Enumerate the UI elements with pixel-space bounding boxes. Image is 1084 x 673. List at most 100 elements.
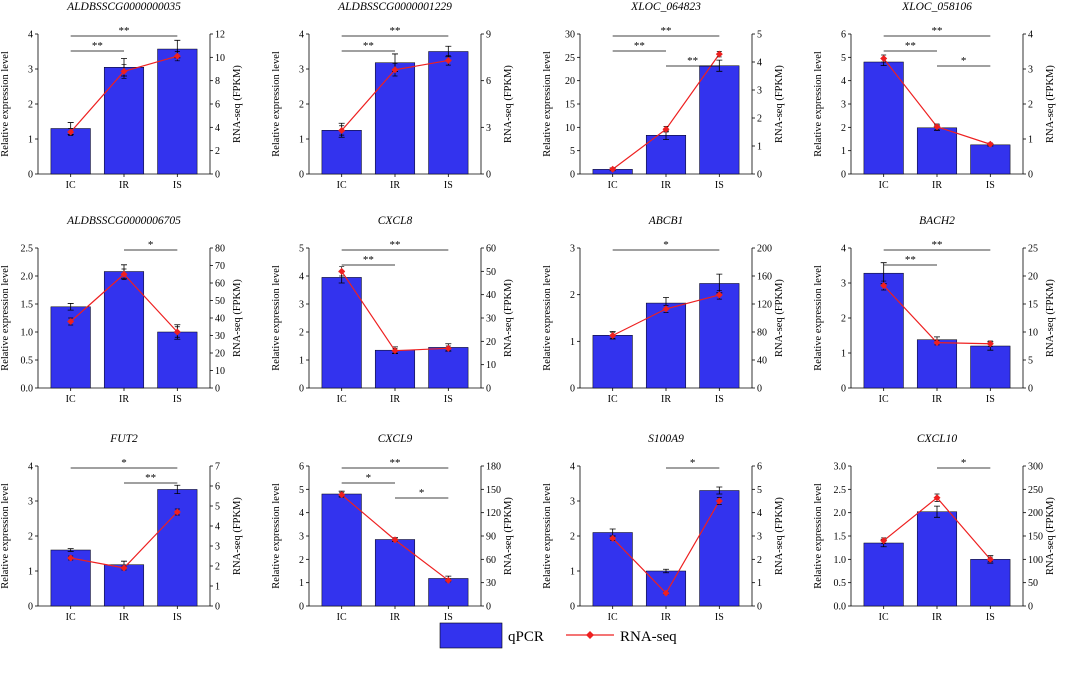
y-tick-label: 4 xyxy=(299,272,304,283)
chart-title: XLOC_064823 xyxy=(630,1,701,13)
significance-label: ** xyxy=(390,25,401,37)
y-tick-label: 2 xyxy=(841,314,846,325)
y-tick-label: 5 xyxy=(841,53,846,64)
y2-tick-label: 1 xyxy=(757,578,762,589)
y-tick-label: 6 xyxy=(841,30,846,41)
y2-axis-label: RNA-seq (FPKM) xyxy=(774,279,785,357)
y-tick-label: 25 xyxy=(565,53,575,64)
y-tick-label: 3.0 xyxy=(834,462,847,473)
y2-tick-label: 120 xyxy=(486,508,501,519)
y2-tick-label: 3 xyxy=(757,86,762,97)
y2-tick-label: 6 xyxy=(486,76,491,87)
significance-label: * xyxy=(121,457,127,469)
y2-tick-label: 5 xyxy=(215,502,220,513)
bar-error xyxy=(716,486,723,495)
legend: qPCR RNA-seq xyxy=(439,622,677,649)
chart-ABCB1: ABCB1 0 1 2 3 0 40 80 120 160 200 Relative expressi… xyxy=(542,215,785,405)
y2-tick-label: 4 xyxy=(1028,30,1033,41)
significance-label: ** xyxy=(145,472,156,484)
y2-tick-label: 5 xyxy=(757,30,762,41)
y2-tick-label: 2 xyxy=(757,555,762,566)
chart-BACH2: BACH2 0 1 2 3 4 0 5 10 15 20 25 Relative expression … xyxy=(813,215,1056,405)
x-tick-label: IC xyxy=(608,394,618,405)
significance-label: ** xyxy=(634,40,645,52)
bar-IC xyxy=(592,532,633,607)
x-tick-label: IC xyxy=(337,180,347,191)
y2-axis-label: RNA-seq (FPKM) xyxy=(774,65,785,143)
y-tick-label: 1 xyxy=(28,567,33,578)
y-tick-label: 20 xyxy=(565,76,575,87)
bar-error xyxy=(67,303,74,311)
chart-CXCL10: CXCL10 0.0 0.5 1.0 1.5 2.0 2.5 3.0 0 50 100 150 200 2… xyxy=(813,433,1056,623)
x-tick-label: IR xyxy=(661,612,671,623)
y-tick-label: 1 xyxy=(299,578,304,589)
significance-label: * xyxy=(663,239,669,251)
chart-title: CXCL10 xyxy=(917,433,958,445)
rnaseq-point-IR xyxy=(120,564,128,572)
y-tick-label: 4 xyxy=(299,508,304,519)
rnaseq-point-IS xyxy=(715,291,723,299)
bar-IR xyxy=(374,62,416,175)
y2-tick-label: 200 xyxy=(757,244,772,255)
y-tick-label: 10 xyxy=(565,123,575,134)
y2-tick-label: 90 xyxy=(486,532,496,543)
y-axis-label: Relative expression level xyxy=(0,51,11,157)
significance-label: ** xyxy=(905,40,916,52)
y-tick-label: 4 xyxy=(841,76,846,87)
y2-tick-label: 70 xyxy=(215,261,225,272)
y-tick-label: 0 xyxy=(299,170,304,181)
chart-title: ALDBSSCG0000001229 xyxy=(337,1,452,13)
rnaseq-point-IC xyxy=(609,332,617,339)
y2-tick-label: 6 xyxy=(215,100,220,111)
y-axis-label: Relative expression level xyxy=(271,483,282,589)
chart-ALDBSSCG0000001229: ALDBSSCG0000001229 0 1 2 3 4 0 3 6 9 Relative expr… xyxy=(271,1,514,191)
rnaseq-point-IC xyxy=(338,491,346,499)
y2-axis-label: RNA-seq (FPKM) xyxy=(503,279,514,357)
rnaseq-point-IC xyxy=(338,267,346,275)
x-tick-label: IS xyxy=(715,394,724,405)
significance-label: * xyxy=(148,239,154,251)
significance-label: ** xyxy=(92,40,103,52)
y2-tick-label: 60 xyxy=(486,555,496,566)
bar-IC xyxy=(321,277,362,389)
y2-axis-label: RNA-seq (FPKM) xyxy=(232,497,243,575)
y-tick-label: 0 xyxy=(299,384,304,395)
chart-S100A9: S100A9 0 1 2 3 4 0 1 2 3 4 5 6 Relative expression le… xyxy=(542,433,785,623)
significance-label: * xyxy=(419,487,425,499)
y2-tick-label: 60 xyxy=(486,244,496,255)
x-tick-label: IC xyxy=(608,612,618,623)
legend-qpcr-label: qPCR xyxy=(508,629,544,645)
y-tick-label: 1 xyxy=(570,337,575,348)
y-tick-label: 0 xyxy=(570,602,575,613)
rnaseq-point-IR xyxy=(120,67,128,75)
significance-label: * xyxy=(690,457,696,469)
y-tick-label: 1 xyxy=(299,356,304,367)
y-tick-label: 0 xyxy=(841,170,846,181)
y-tick-label: 2 xyxy=(28,532,33,543)
x-tick-label: IR xyxy=(932,612,942,623)
y-tick-label: 2 xyxy=(28,100,33,111)
rnaseq-point-IR xyxy=(662,589,670,597)
y2-tick-label: 0 xyxy=(215,384,220,395)
rnaseq-point-IS xyxy=(986,340,994,348)
bar-IC xyxy=(863,542,904,607)
y2-tick-label: 200 xyxy=(1028,508,1043,519)
bar-IR xyxy=(374,349,416,389)
bar-IS xyxy=(699,490,740,607)
chart-title: ALDBSSCG0000006705 xyxy=(66,215,181,227)
rnaseq-point-IS xyxy=(444,56,452,64)
significance-label: * xyxy=(366,472,372,484)
rnaseq-point-IC xyxy=(880,55,888,62)
rnaseq-point-IR xyxy=(933,339,941,347)
y-tick-label: 1.5 xyxy=(21,300,34,311)
y-axis-label: Relative expression level xyxy=(271,51,282,157)
y2-tick-label: 160 xyxy=(757,272,772,283)
y2-tick-label: 150 xyxy=(1028,532,1043,543)
x-tick-label: IS xyxy=(986,612,995,623)
y-tick-label: 3 xyxy=(570,244,575,255)
y2-tick-label: 10 xyxy=(486,360,496,371)
y2-tick-label: 2 xyxy=(1028,100,1033,111)
significance-label: ** xyxy=(390,457,401,469)
x-tick-label: IC xyxy=(608,180,618,191)
x-tick-label: IC xyxy=(879,394,889,405)
